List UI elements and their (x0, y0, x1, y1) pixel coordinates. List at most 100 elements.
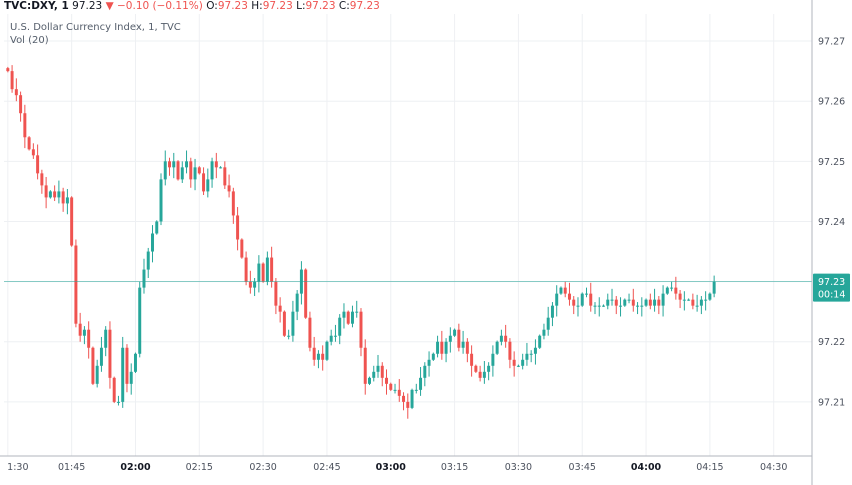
candle[interactable] (278, 297, 282, 323)
candle[interactable] (708, 292, 712, 301)
candle[interactable] (495, 340, 499, 355)
candle[interactable] (159, 173, 163, 226)
candle[interactable] (91, 346, 95, 386)
candle[interactable] (133, 352, 137, 374)
candle[interactable] (265, 251, 269, 286)
candle[interactable] (661, 285, 665, 317)
candle[interactable] (508, 338, 512, 369)
volume-indicator-label[interactable]: Vol (20) (10, 35, 49, 46)
candle[interactable] (691, 293, 695, 310)
candle[interactable] (704, 291, 708, 311)
candle[interactable] (593, 302, 597, 315)
candle[interactable] (648, 293, 652, 310)
candle[interactable] (329, 329, 333, 346)
candle[interactable] (227, 174, 231, 198)
candle[interactable] (563, 281, 567, 298)
candle[interactable] (670, 281, 674, 292)
symbol-label[interactable]: TVC:DXY, 1 (4, 0, 69, 12)
candle[interactable] (453, 328, 457, 337)
candle[interactable] (57, 180, 61, 204)
candle[interactable] (172, 152, 176, 179)
candle[interactable] (129, 363, 133, 395)
candle[interactable] (368, 376, 371, 386)
candle[interactable] (372, 365, 376, 382)
candle[interactable] (155, 220, 159, 235)
candle[interactable] (312, 336, 316, 366)
candle[interactable] (104, 326, 108, 357)
candle[interactable] (185, 150, 189, 174)
candle[interactable] (74, 239, 78, 328)
candle[interactable] (14, 78, 18, 102)
candle[interactable] (559, 286, 563, 295)
candle[interactable] (419, 366, 423, 396)
candle[interactable] (333, 324, 337, 342)
candle[interactable] (597, 297, 601, 317)
candle[interactable] (116, 395, 120, 406)
candle[interactable] (431, 352, 435, 361)
candle[interactable] (380, 362, 384, 387)
candle[interactable] (346, 310, 350, 325)
candle[interactable] (206, 168, 210, 198)
candle[interactable] (291, 300, 295, 342)
candle[interactable] (240, 238, 244, 259)
candle[interactable] (550, 302, 554, 327)
candle[interactable] (359, 308, 363, 357)
candle[interactable] (406, 393, 410, 419)
candle[interactable] (142, 258, 146, 294)
candle[interactable] (321, 345, 325, 371)
candle[interactable] (44, 176, 48, 209)
candle[interactable] (465, 338, 469, 363)
candle[interactable] (589, 282, 593, 312)
candle[interactable] (125, 344, 129, 393)
candle[interactable] (325, 340, 329, 361)
candle[interactable] (682, 291, 686, 311)
candle[interactable] (555, 285, 559, 317)
candle[interactable] (53, 185, 57, 202)
candle[interactable] (491, 345, 495, 377)
candle[interactable] (316, 350, 320, 369)
candle[interactable] (176, 160, 180, 181)
candle[interactable] (121, 336, 125, 408)
candle[interactable] (70, 196, 74, 247)
candle[interactable] (521, 353, 525, 370)
candle[interactable] (36, 144, 40, 180)
candle[interactable] (640, 297, 644, 317)
candle[interactable] (350, 305, 354, 328)
candle[interactable] (40, 169, 44, 194)
candle[interactable] (270, 246, 274, 288)
candle[interactable] (308, 311, 312, 352)
candle[interactable] (623, 298, 627, 307)
candle[interactable] (499, 329, 503, 346)
candle[interactable] (112, 376, 116, 404)
candle[interactable] (436, 335, 440, 358)
candle[interactable] (665, 286, 669, 295)
candle[interactable] (138, 281, 142, 358)
candle[interactable] (393, 383, 397, 394)
candle[interactable] (610, 288, 614, 306)
candle[interactable] (342, 303, 346, 329)
candle[interactable] (440, 330, 444, 360)
candle[interactable] (214, 152, 218, 179)
candle[interactable] (282, 310, 286, 337)
candle[interactable] (299, 261, 303, 305)
candle[interactable] (614, 296, 618, 315)
candle[interactable] (567, 282, 571, 306)
candle[interactable] (482, 360, 486, 384)
candle[interactable] (631, 288, 635, 312)
candle[interactable] (504, 324, 508, 348)
candle[interactable] (533, 339, 537, 365)
candle[interactable] (644, 298, 648, 307)
candle[interactable] (427, 351, 431, 377)
candle[interactable] (385, 369, 389, 395)
candle[interactable] (487, 362, 491, 381)
candle[interactable] (576, 297, 580, 317)
candle[interactable] (248, 270, 252, 294)
candle[interactable] (606, 293, 610, 310)
candle[interactable] (410, 388, 414, 410)
candle[interactable] (189, 157, 193, 188)
candle[interactable] (108, 321, 112, 389)
candle[interactable] (274, 277, 278, 315)
candle[interactable] (695, 294, 699, 312)
candle[interactable] (48, 190, 52, 199)
candle[interactable] (423, 362, 427, 387)
